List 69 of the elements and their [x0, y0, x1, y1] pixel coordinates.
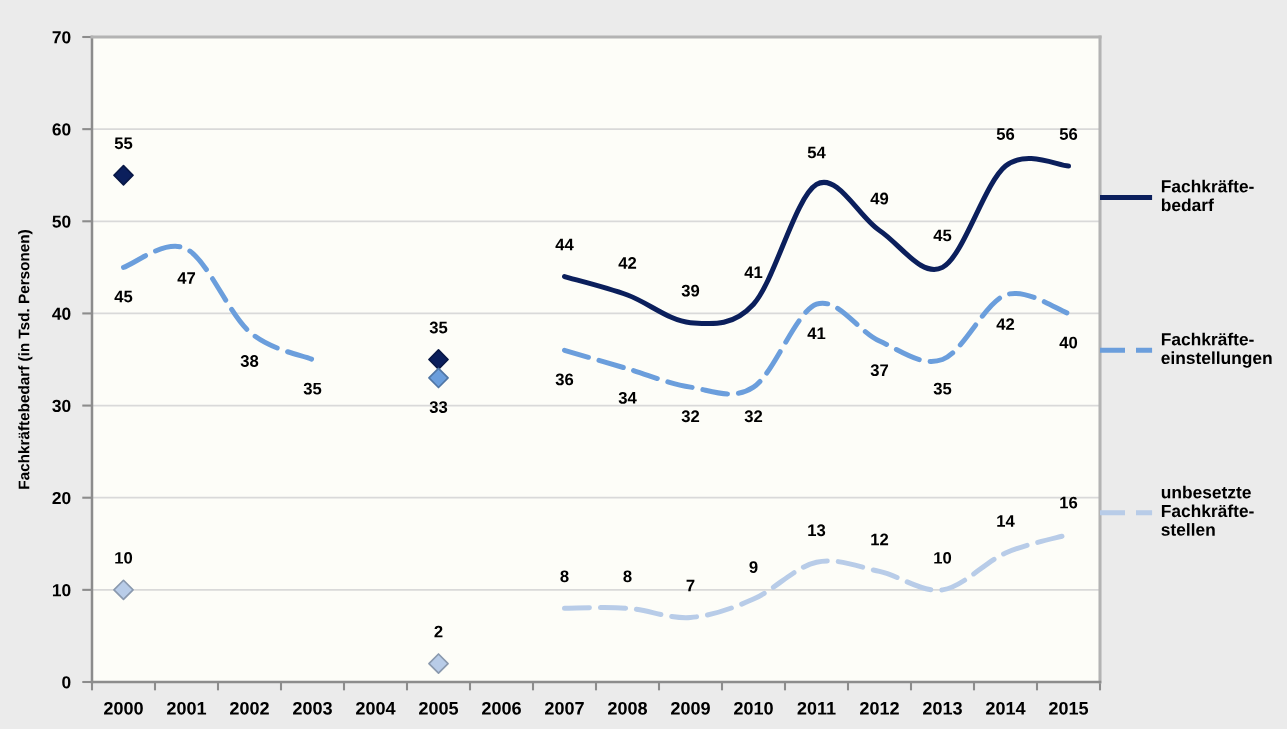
point: [428, 367, 449, 389]
data-label: 34: [618, 391, 637, 404]
x-tick-label: 2000: [104, 701, 143, 715]
y-tick-label: 70: [52, 31, 71, 44]
x-tick-label: 2009: [671, 701, 710, 715]
x-tick-label: 2004: [356, 701, 396, 715]
data-label: 9: [749, 561, 758, 573]
data-label: 44: [555, 238, 574, 251]
x-tick-label: 2015: [1049, 701, 1089, 715]
data-label: 33: [429, 401, 448, 413]
data-label: 56: [996, 128, 1015, 140]
x-tick-label: 2003: [293, 701, 332, 715]
data-label: 42: [996, 318, 1015, 330]
x-tick-label: 2006: [482, 701, 521, 715]
data-label: 10: [934, 551, 952, 564]
x-tick-label: 2001: [167, 701, 207, 715]
data-label: 13: [808, 524, 826, 537]
data-label: 45: [933, 229, 952, 242]
data-label: 2: [434, 625, 443, 638]
data-label: 54: [807, 146, 826, 159]
x-tick-label: 2008: [608, 701, 648, 715]
x-tick-label: 2014: [986, 701, 1026, 715]
data-label: 37: [870, 364, 889, 377]
data-label: 41: [807, 327, 826, 340]
data-label: 35: [303, 382, 322, 395]
y-tick-label: 0: [62, 676, 71, 689]
point: [428, 349, 449, 370]
point: [113, 164, 134, 186]
y-tick-label: 40: [52, 307, 71, 320]
data-label: 41: [744, 266, 763, 278]
data-label: 55: [114, 137, 133, 150]
data-label: 40: [1059, 336, 1078, 349]
data-label: 8: [623, 570, 632, 583]
x-tick-label: 2002: [230, 701, 269, 715]
data-label: 12: [871, 533, 889, 546]
point: [113, 579, 134, 601]
data-label: 7: [686, 579, 695, 592]
y-axis-title: Fachkräftebedarf (in Tsd. Personen): [18, 230, 33, 489]
x-tick-label: 2010: [734, 701, 773, 715]
data-label: 32: [744, 410, 763, 423]
y-tick-label: 50: [52, 215, 71, 228]
legend-label: unbesetzte Fachkräfte- stellen: [1161, 485, 1254, 536]
data-label: 42: [618, 257, 637, 269]
x-tick-label: 2007: [545, 701, 584, 715]
x-tick-label: 2013: [923, 701, 962, 715]
legend-label: Fachkräfte- bedarf: [1161, 179, 1254, 212]
data-label: 35: [933, 382, 952, 395]
data-label: 39: [681, 284, 700, 297]
point: [428, 653, 449, 674]
data-label: 8: [560, 570, 569, 583]
data-label: 56: [1059, 128, 1078, 140]
data-label: 45: [114, 290, 133, 303]
data-label: 36: [555, 373, 574, 386]
x-tick-label: 2011: [797, 701, 836, 715]
y-tick-label: 10: [52, 584, 71, 597]
y-tick-label: 30: [52, 399, 71, 413]
x-tick-label: 2005: [419, 701, 459, 715]
x-tick-label: 2012: [860, 701, 899, 715]
data-label: 14: [997, 515, 1015, 527]
data-label: 35: [429, 321, 448, 334]
y-tick-label: 60: [52, 123, 71, 136]
data-label: 16: [1060, 496, 1078, 509]
data-label: 38: [240, 355, 259, 367]
legend-label: Fachkräfte- einstellungen: [1161, 332, 1272, 368]
y-tick-label: 20: [52, 491, 71, 505]
data-label: 10: [115, 551, 133, 564]
data-label: 32: [681, 410, 700, 423]
data-label: 49: [870, 192, 889, 205]
data-label: 47: [177, 272, 196, 284]
